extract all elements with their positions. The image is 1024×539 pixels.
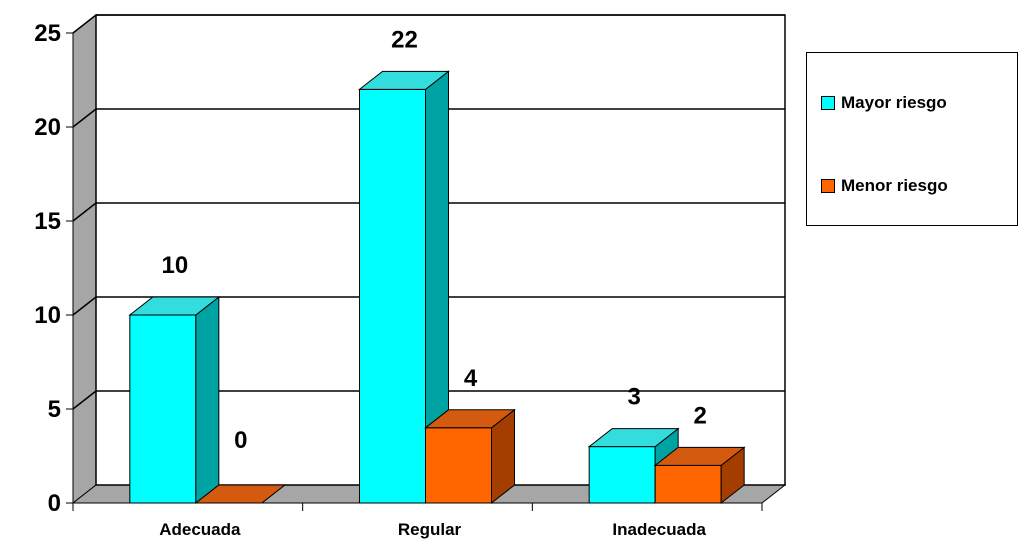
y-tick-label: 5 [48,396,61,423]
legend-label-menor-riesgo: Menor riesgo [841,176,948,195]
gridline-diagonal [72,390,97,410]
legend-label-mayor-riesgo: Mayor riesgo [841,93,947,112]
bar-top-menor-riesgo [424,409,516,429]
bar-top-mayor-riesgo [128,296,221,316]
y-tick-label: 25 [34,20,61,47]
bar-side-mayor-riesgo [195,295,220,505]
bar-front-mayor-riesgo [359,88,426,504]
bar-front-menor-riesgo [654,464,722,504]
data-label-menor-riesgo: 2 [693,402,706,429]
gridline-diagonal [72,14,97,34]
gridline-diagonal [72,202,97,222]
legend-swatch-mayor-riesgo [821,96,835,110]
bar-front-menor-riesgo [425,427,492,504]
bar-front-mayor-riesgo [588,446,656,504]
bars [128,70,746,505]
x-category-label: Inadecuada [612,520,706,539]
y-tick-label: 20 [34,114,61,141]
x-category-label: Adecuada [159,520,241,539]
y-tick-label: 10 [34,302,61,329]
gridline-diagonal [72,108,97,128]
bar-top-mayor-riesgo [587,428,680,448]
bar-top-mayor-riesgo [358,70,450,90]
bar-front-mayor-riesgo [129,314,197,504]
x-category-label: Regular [398,520,462,539]
data-label-mayor-riesgo: 22 [391,26,418,53]
y-tick-label: 15 [34,208,61,235]
gridline-diagonal [72,296,97,316]
legend-item-mayor-riesgo: Mayor riesgo [821,93,947,113]
data-label-menor-riesgo: 0 [234,427,247,454]
legend: Mayor riesgo Menor riesgo [806,52,1018,226]
legend-swatch-menor-riesgo [821,179,835,193]
y-tick-label: 0 [48,490,61,517]
data-label-menor-riesgo: 4 [464,365,478,392]
bar-top-menor-riesgo [194,484,287,504]
side-wall [72,13,97,505]
data-label-mayor-riesgo: 3 [627,384,640,411]
bar-top-menor-riesgo [653,446,746,466]
data-label-mayor-riesgo: 10 [161,252,188,279]
legend-item-menor-riesgo: Menor riesgo [821,176,948,196]
